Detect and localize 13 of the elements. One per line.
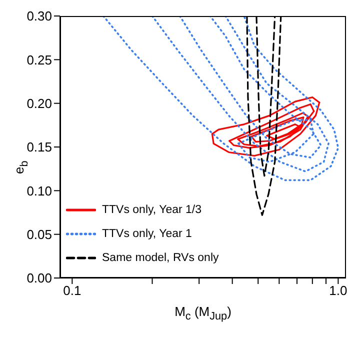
legend-label: Same model, RVs only [102,252,219,264]
y-tick-label: 0.15 [26,140,52,155]
x-tick-label: 1.0 [329,283,348,298]
y-tick-label: 0.25 [26,52,52,68]
y-tick-label: 0.05 [26,226,52,242]
y-tick-label: 0.20 [26,96,52,111]
y-tick-label: 0.00 [26,270,52,286]
y-tick-label: 0.10 [26,183,52,198]
y-tick-label: 0.30 [26,8,52,24]
legend-label: TTVs only, Year 1 [102,228,192,240]
legend-label: TTVs only, Year 1/3 [102,204,202,216]
x-axis-title: M$_{c}$ (M$_{Jup}$) [174,304,232,325]
x-tick-label: 0.1 [63,283,82,298]
